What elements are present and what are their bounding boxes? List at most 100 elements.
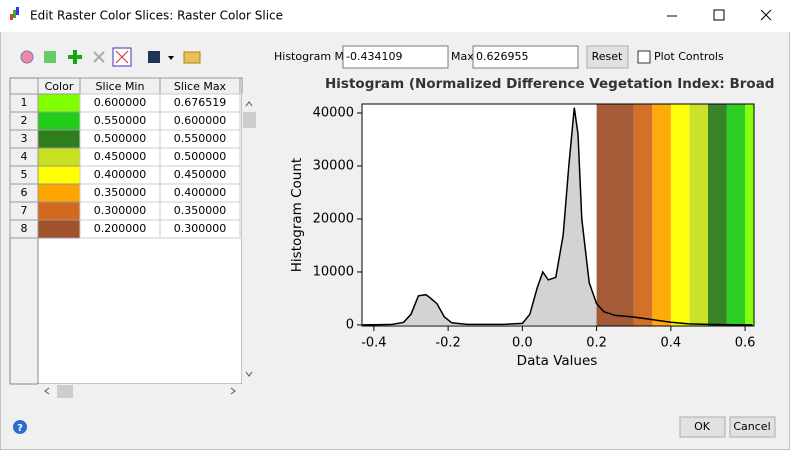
- x-axis-label: Data Values: [517, 353, 598, 369]
- v-scrollbar[interactable]: [242, 94, 257, 384]
- slice-band: [689, 104, 708, 326]
- button-label: OK: [694, 420, 711, 433]
- histogram-area: [362, 107, 753, 325]
- cell-text: 0.300000: [174, 222, 227, 235]
- slice-table: Color Slice Min Slice Max 1 0.600000 0.676519…: [9, 77, 257, 399]
- ok-button[interactable]: [679, 416, 726, 438]
- h-thumb[interactable]: [57, 385, 73, 398]
- tool-save[interactable]: [148, 51, 160, 63]
- cell-text: 0.450000: [174, 168, 227, 181]
- tool-open[interactable]: [183, 51, 201, 64]
- label: Max: [451, 50, 474, 63]
- y-tick-label: 0: [346, 317, 354, 332]
- chart-title: Histogram (Normalized Difference Vegetat…: [325, 76, 790, 92]
- color-cell: [37, 93, 81, 113]
- slice-band: [726, 104, 746, 326]
- row-number: 3: [21, 132, 28, 145]
- row-number: 7: [21, 204, 28, 217]
- color-cell: [37, 219, 81, 239]
- histogram-line: [362, 107, 753, 326]
- tool-auto[interactable]: [44, 51, 56, 63]
- min-input[interactable]: [342, 45, 449, 69]
- color-cell: [37, 111, 81, 131]
- slice-band: [707, 104, 727, 326]
- max-input[interactable]: [472, 45, 579, 69]
- cell-text: 0.600000: [94, 96, 147, 109]
- plot-content: [362, 104, 754, 326]
- cell: [159, 219, 241, 239]
- tool-clear-x: [115, 50, 129, 64]
- min-value: -0.434109: [346, 50, 402, 63]
- y-axis-label: Histogram Count: [289, 158, 305, 272]
- tool-delete[interactable]: [93, 51, 105, 63]
- cell-text: 0.200000: [94, 222, 147, 235]
- x-tick-label: 0.6: [735, 336, 756, 351]
- cell-text: 0.550000: [94, 114, 147, 127]
- y-tick-label: 20000: [313, 211, 354, 226]
- cell-text: 0.600000: [174, 114, 227, 127]
- row-number: 8: [21, 222, 28, 235]
- slice-band: [596, 104, 634, 326]
- tool-color[interactable]: [20, 50, 34, 64]
- row-number: 6: [21, 186, 28, 199]
- x-tick-label: -0.2: [435, 336, 460, 351]
- scroll-arrows: [44, 387, 236, 395]
- color-cell: [37, 147, 81, 167]
- color-cell: [37, 165, 81, 185]
- reset-button[interactable]: [586, 45, 629, 69]
- max-value: 0.626955: [476, 50, 529, 63]
- help-glyph: ?: [17, 423, 23, 434]
- x-tick-label: 0.2: [586, 336, 607, 351]
- plot-frame: [361, 103, 755, 327]
- header-label: Slice Max: [174, 80, 227, 93]
- slice-band: [745, 104, 754, 326]
- color-cell: [37, 183, 81, 203]
- y-tick-label: 30000: [313, 158, 354, 173]
- cancel-button[interactable]: [729, 416, 776, 438]
- cell-text: 0.300000: [94, 204, 147, 217]
- help-icon[interactable]: [13, 420, 27, 434]
- app-icon: [10, 7, 19, 20]
- close[interactable]: [760, 9, 772, 21]
- cell-text: 0.400000: [94, 168, 147, 181]
- row-number: 2: [21, 114, 28, 127]
- button-label: Reset: [592, 50, 623, 63]
- cell-text: 0.400000: [174, 186, 227, 199]
- save-menu[interactable]: [168, 56, 174, 60]
- histogram-chart: Histogram (Normalized Difference Vegetat…: [289, 76, 790, 369]
- window-title: Edit Raster Color Slices: Raster Color S…: [30, 9, 283, 23]
- checkbox[interactable]: [637, 50, 651, 64]
- h-scrollbar[interactable]: [38, 384, 242, 399]
- row-number: 4: [21, 150, 28, 163]
- color-cell: [37, 201, 81, 221]
- cell-text: 0.500000: [94, 132, 147, 145]
- cell-text: 0.350000: [94, 186, 147, 199]
- cell-text: 0.676519: [174, 96, 227, 109]
- cell-text: 0.450000: [94, 150, 147, 163]
- cell-text: 0.350000: [174, 204, 227, 217]
- button-label: Cancel: [733, 420, 770, 433]
- y-tick-label: 40000: [313, 106, 354, 121]
- header-label: Slice Min: [96, 80, 145, 93]
- title-bar: [0, 0, 790, 32]
- x-tick-label: -0.4: [361, 336, 386, 351]
- label: Histogram Min: [274, 50, 354, 63]
- cell-text: 0.500000: [174, 150, 227, 163]
- scroll-arrows: [245, 101, 253, 377]
- v-thumb[interactable]: [243, 112, 256, 128]
- row-number: 5: [21, 168, 28, 181]
- color-cell: [37, 129, 81, 149]
- slice-band: [670, 104, 690, 326]
- x-tick-label: 0.0: [512, 336, 533, 351]
- row-number: 1: [21, 96, 28, 109]
- y-tick-label: 10000: [313, 264, 354, 279]
- checkbox-label: Plot Controls: [654, 50, 724, 63]
- header-label: Color: [45, 80, 74, 93]
- slice-band: [652, 104, 671, 326]
- cell-text: 0.550000: [174, 132, 227, 145]
- slice-band: [633, 104, 653, 326]
- maximize[interactable]: [713, 9, 725, 21]
- x-tick-label: 0.4: [661, 336, 682, 351]
- tool-add[interactable]: [68, 50, 82, 64]
